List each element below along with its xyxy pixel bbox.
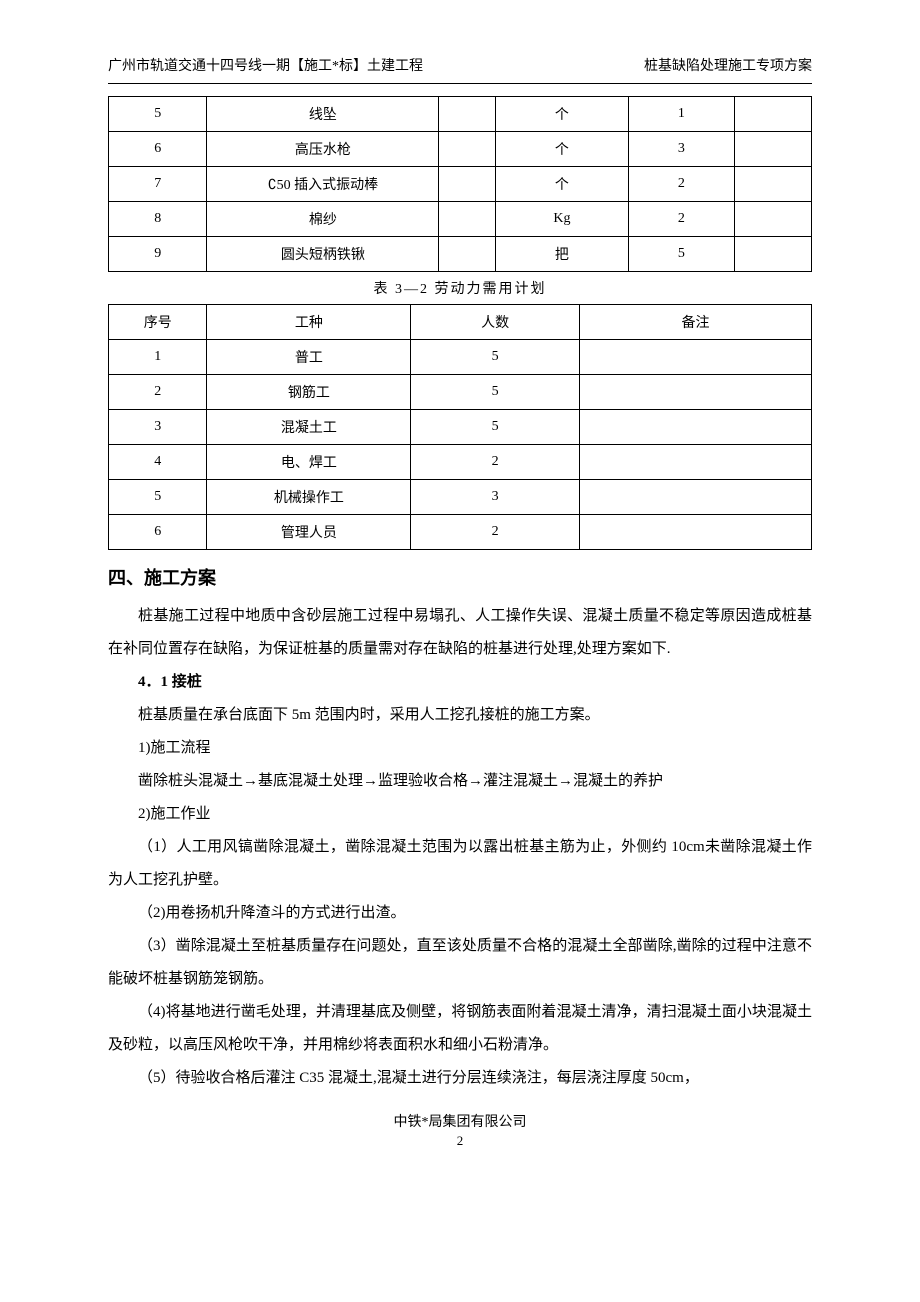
table-row: 5机械操作工3: [109, 480, 812, 515]
table-cell: 个: [495, 97, 629, 132]
table-cell: 棉纱: [207, 202, 439, 237]
table-cell: ∁50 插入式振动棒: [207, 167, 439, 202]
table-cell: 6: [109, 132, 207, 167]
table-cell: 2: [629, 202, 734, 237]
table-header-cell: 人数: [411, 305, 580, 340]
table-row: 6高压水枪 个3: [109, 132, 812, 167]
table-cell: 圆头短柄铁锹: [207, 237, 439, 272]
header-left: 广州市轨道交通十四号线一期【施工*标】土建工程: [108, 55, 423, 75]
table-cell: [579, 410, 811, 445]
table-cell: 1: [629, 97, 734, 132]
table-row: 5线坠 个1: [109, 97, 812, 132]
table-cell: [734, 202, 811, 237]
table-cell: 5: [629, 237, 734, 272]
table-cell: 电、焊工: [207, 445, 411, 480]
table-cell: 机械操作工: [207, 480, 411, 515]
table-row: 8棉纱 Kg2: [109, 202, 812, 237]
table-cell: [439, 132, 495, 167]
table-header-cell: 序号: [109, 305, 207, 340]
table-cell: 普工: [207, 340, 411, 375]
table-header-cell: 工种: [207, 305, 411, 340]
header-right: 桩基缺陷处理施工专项方案: [644, 55, 812, 75]
table-row: 2钢筋工5: [109, 375, 812, 410]
line-4: 2)施工作业: [108, 798, 812, 831]
section-heading: 四、施工方案: [108, 564, 812, 590]
step-1: （1）人工用风镐凿除混凝土，凿除混凝土范围为以露出桩基主筋为止，外侧约 10cm…: [108, 831, 812, 897]
table-cell: 5: [411, 410, 580, 445]
table-cell: [579, 445, 811, 480]
table-cell: [579, 375, 811, 410]
line-1: 桩基质量在承台底面下 5m 范围内时，采用人工挖孔接桩的施工方案。: [108, 699, 812, 732]
table-cell: [439, 202, 495, 237]
table-cell: Kg: [495, 202, 629, 237]
table-cell: 3: [411, 480, 580, 515]
footer-page: 2: [108, 1133, 812, 1149]
intro-paragraph: 桩基施工过程中地质中含砂层施工过程中易塌孔、人工操作失误、混凝土质量不稳定等原因…: [108, 600, 812, 666]
table-cell: 个: [495, 167, 629, 202]
table-cell: [439, 167, 495, 202]
page-header: 广州市轨道交通十四号线一期【施工*标】土建工程 桩基缺陷处理施工专项方案: [108, 55, 812, 75]
table-row: 6管理人员2: [109, 515, 812, 550]
table-cell: 7: [109, 167, 207, 202]
table-cell: 9: [109, 237, 207, 272]
table-cell: [734, 132, 811, 167]
table-cell: 管理人员: [207, 515, 411, 550]
header-divider: [108, 83, 812, 84]
table-cell: 5: [411, 375, 580, 410]
table-cell: 5: [109, 97, 207, 132]
table-cell: 1: [109, 340, 207, 375]
table-cell: 混凝土工: [207, 410, 411, 445]
table-header-row: 序号工种人数备注: [109, 305, 812, 340]
line-3: 凿除桩头混凝土→基底混凝土处理→监理验收合格→灌注混凝土→混凝土的养护: [108, 765, 812, 798]
table-cell: [579, 515, 811, 550]
table-cell: 3: [109, 410, 207, 445]
table-cell: 把: [495, 237, 629, 272]
table-row: 9圆头短柄铁锹 把5: [109, 237, 812, 272]
table-cell: 线坠: [207, 97, 439, 132]
equipment-table: 5线坠个16高压水枪个37∁50 插入式振动棒个28棉纱Kg29圆头短柄铁锹把5: [108, 96, 812, 272]
table-cell: 5: [109, 480, 207, 515]
table-row: 7∁50 插入式振动棒 个2: [109, 167, 812, 202]
table-cell: 2: [629, 167, 734, 202]
table-cell: [734, 167, 811, 202]
step-2: （2)用卷扬机升降渣斗的方式进行出渣。: [108, 897, 812, 930]
table2-caption: 表 3—2 劳动力需用计划: [108, 278, 812, 298]
table-cell: 高压水枪: [207, 132, 439, 167]
table-cell: 钢筋工: [207, 375, 411, 410]
step-3: （3）凿除混凝土至桩基质量存在问题处，直至该处质量不合格的混凝土全部凿除,凿除的…: [108, 930, 812, 996]
table-cell: 3: [629, 132, 734, 167]
table-cell: 8: [109, 202, 207, 237]
table-cell: 5: [411, 340, 580, 375]
table-cell: 2: [411, 515, 580, 550]
table-row: 4电、焊工2: [109, 445, 812, 480]
step-4: （4)将基地进行凿毛处理，并清理基底及侧壁，将钢筋表面附着混凝土清净，清扫混凝土…: [108, 996, 812, 1062]
table-cell: 4: [109, 445, 207, 480]
table-cell: [579, 480, 811, 515]
sub-heading-41: 4．1 接桩: [108, 666, 812, 699]
table-cell: 2: [411, 445, 580, 480]
footer-company: 中铁*局集团有限公司: [108, 1111, 812, 1131]
table-cell: [734, 97, 811, 132]
line-2: 1)施工流程: [108, 732, 812, 765]
table-cell: 2: [109, 375, 207, 410]
table-cell: [439, 97, 495, 132]
table-cell: 6: [109, 515, 207, 550]
table-row: 3混凝土工5: [109, 410, 812, 445]
table-cell: 个: [495, 132, 629, 167]
table-header-cell: 备注: [579, 305, 811, 340]
table-cell: [439, 237, 495, 272]
step-5: （5）待验收合格后灌注 C35 混凝土,混凝土进行分层连续浇注，每层浇注厚度 5…: [108, 1062, 812, 1095]
labor-table: 序号工种人数备注1普工52钢筋工53混凝土工54电、焊工25机械操作工36管理人…: [108, 304, 812, 550]
table-cell: [579, 340, 811, 375]
table-row: 1普工5: [109, 340, 812, 375]
table-cell: [734, 237, 811, 272]
